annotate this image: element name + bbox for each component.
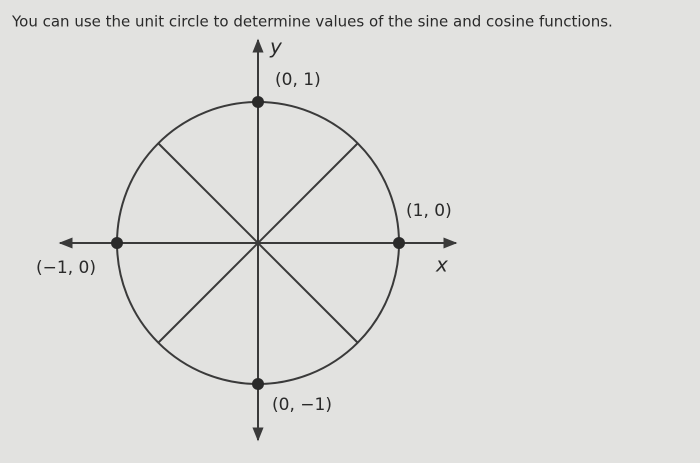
- y-axis-label: y: [269, 35, 283, 59]
- point-label: (0, −1): [272, 395, 332, 415]
- point: [393, 237, 405, 249]
- x-axis-label: x: [435, 253, 448, 277]
- point-label: (0, 1): [275, 70, 321, 90]
- point-label: (1, 0): [406, 201, 452, 221]
- point: [252, 96, 264, 108]
- point-label: (−1, 0): [36, 258, 96, 278]
- point: [111, 237, 123, 249]
- point: [252, 378, 264, 390]
- title: You can use the unit circle to determine…: [11, 13, 613, 31]
